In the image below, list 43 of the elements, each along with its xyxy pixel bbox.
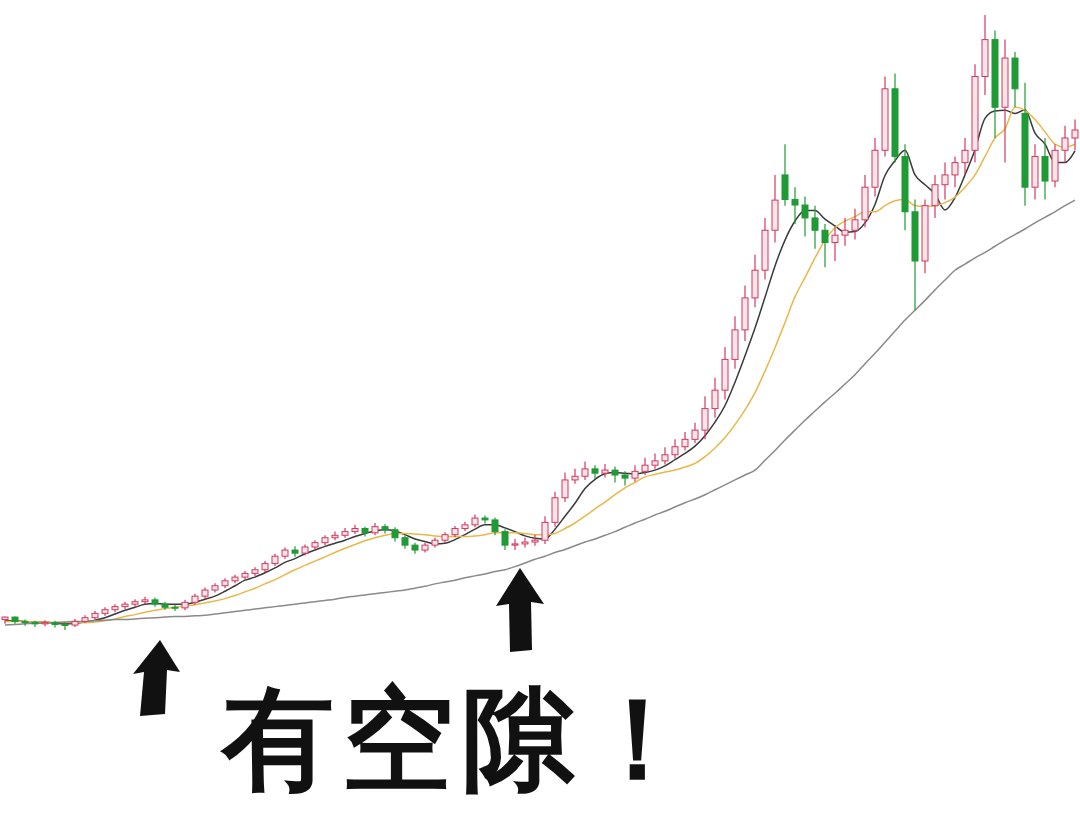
candlestick (171, 604, 179, 612)
candlestick (351, 524, 359, 535)
candlestick (651, 452, 659, 470)
candlestick (291, 545, 299, 558)
candlestick (831, 226, 839, 262)
candlestick (21, 618, 29, 627)
candlestick (1061, 125, 1069, 164)
candlestick (571, 468, 579, 485)
text: 有空隙！ (219, 674, 702, 804)
candlestick (501, 528, 509, 551)
candlestick (691, 422, 699, 444)
candlestick (681, 431, 689, 452)
candlestick (671, 438, 679, 460)
candlestick (841, 217, 849, 247)
candlestick (811, 205, 819, 250)
candlestick (591, 464, 599, 480)
candlestick (851, 208, 859, 241)
candlestick (951, 155, 959, 188)
candlestick (801, 195, 809, 237)
candlestick (521, 537, 529, 549)
candlestick (601, 463, 609, 479)
candlestick (641, 457, 649, 476)
candlestick (711, 377, 719, 419)
candlestick (821, 223, 829, 268)
candlestick (581, 460, 589, 481)
candlestick (931, 174, 939, 219)
candlestick (961, 137, 969, 176)
candlestick (511, 538, 519, 551)
candlestick (381, 523, 389, 535)
candlestick (611, 465, 619, 483)
candlestick (661, 446, 669, 466)
candlestick (1071, 118, 1079, 151)
candlestick (701, 395, 709, 440)
candlestick (621, 470, 629, 487)
candlestick (631, 464, 639, 483)
candlestick (61, 622, 69, 631)
candlestick (561, 471, 569, 503)
candlestick (541, 515, 549, 545)
candlestick (791, 186, 799, 225)
candlestick (51, 620, 59, 629)
candlestick (531, 534, 539, 547)
candlestick (941, 162, 949, 201)
candlestick (331, 531, 339, 541)
